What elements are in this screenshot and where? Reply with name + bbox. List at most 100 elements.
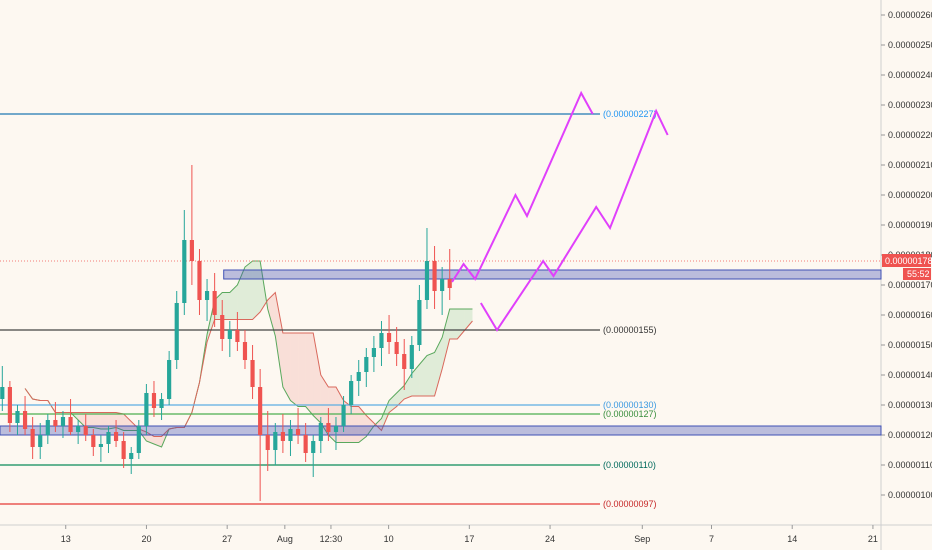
cloud-segment (252, 261, 261, 320)
countdown-tag (903, 268, 931, 280)
cloud-segment (229, 285, 238, 320)
y-tick-label: 0.00000120 (888, 430, 932, 440)
y-tick-label: 0.00000220 (888, 130, 932, 140)
candle-body (386, 333, 392, 342)
candle-body (189, 240, 194, 261)
candle-body (371, 348, 376, 357)
cloud-segment (85, 412, 94, 428)
cloud-segment (282, 333, 291, 401)
x-tick-label: Aug (277, 534, 293, 544)
ichimoku-cloud (24, 260, 473, 448)
candle-body (83, 426, 88, 435)
candle-body (295, 429, 301, 435)
cloud-segment (237, 267, 245, 320)
candle-body (60, 417, 66, 426)
candle-body (402, 354, 407, 369)
cloud-segment (222, 292, 230, 320)
cloud-segment (100, 412, 109, 429)
candle-body (417, 300, 422, 345)
candle-body (409, 345, 414, 369)
y-tick-label: 0.00000100 (888, 490, 932, 500)
x-tick-label: 20 (141, 534, 151, 544)
candle-body (197, 261, 202, 300)
level-label: (0.00000097) (603, 499, 657, 509)
candle-body (303, 435, 308, 453)
candle-body (30, 429, 35, 447)
x-tick-label: 17 (464, 534, 474, 544)
candle-body (22, 411, 28, 429)
cloud-segment (267, 292, 276, 336)
x-tick-label: 21 (868, 534, 878, 544)
candle-body (106, 432, 111, 444)
y-tick-label: 0.00000200 (888, 190, 932, 200)
candle-body (45, 420, 50, 435)
x-tick-label: 13 (61, 534, 71, 544)
candle-body (333, 426, 339, 432)
candle-body (129, 453, 134, 459)
candle-body (265, 435, 270, 450)
candle-body (204, 291, 210, 300)
current-price-tag (882, 254, 931, 267)
candle-body (379, 333, 384, 348)
candle-body (349, 381, 354, 405)
cloud-segment (381, 400, 390, 431)
candle-body (220, 315, 225, 339)
candle-body (440, 279, 445, 291)
x-tick-label: 12:30 (320, 534, 343, 544)
candle-body (235, 330, 240, 342)
candle-body (144, 393, 149, 426)
candle-body (68, 417, 73, 432)
y-tick-label: 0.00000260 (888, 10, 932, 20)
y-tick-label: 0.00000150 (888, 340, 932, 350)
candle-body (159, 399, 164, 408)
candle-body (242, 342, 248, 360)
x-tick-label: 14 (787, 534, 797, 544)
projection-path (451, 90, 594, 283)
candle-body (273, 432, 278, 450)
cloud-segment (305, 333, 314, 416)
y-tick-label: 0.00000140 (888, 370, 932, 380)
candle-body (0, 387, 5, 399)
x-tick-label: 10 (384, 534, 394, 544)
cloud-segment (411, 364, 420, 396)
candle-body (258, 387, 263, 435)
level-label: (0.00000110) (603, 460, 656, 470)
candle-body (91, 435, 96, 447)
candle-body (394, 342, 399, 354)
candle-body (280, 432, 285, 441)
candle-body (7, 387, 12, 423)
cloud-segment (404, 373, 412, 399)
cloud-segment (396, 385, 405, 407)
y-tick-label: 0.00000160 (888, 310, 932, 320)
candle-body (288, 429, 293, 441)
cloud-segment (442, 309, 450, 369)
y-tick-label: 0.00000240 (888, 70, 932, 80)
candle-body (53, 420, 58, 426)
level-label: (0.00000227) (603, 109, 657, 119)
x-tick-label: 24 (545, 534, 555, 544)
candle-body (356, 372, 361, 381)
candle-body (318, 423, 323, 441)
cloud-segment (373, 418, 382, 431)
candle-body (212, 291, 217, 315)
candle-body (311, 441, 316, 453)
candle-body (174, 303, 179, 360)
candle-body (432, 261, 437, 291)
y-tick-label: 0.00000210 (888, 160, 932, 170)
candles (0, 165, 452, 501)
candle-body (121, 441, 126, 459)
cloud-segment (449, 309, 458, 339)
cloud-segment (313, 333, 321, 423)
y-tick-label: 0.00000130 (888, 400, 932, 410)
cloud-segment (244, 261, 253, 320)
cloud-segment (108, 412, 117, 429)
cloud-segment (298, 333, 306, 407)
cloud-segment (275, 292, 283, 387)
cloud-segment (434, 337, 443, 396)
cloud-segment (78, 412, 86, 428)
candle-body (227, 330, 232, 339)
level-label: (0.00000155) (603, 325, 657, 335)
x-tick-label: 7 (709, 534, 714, 544)
